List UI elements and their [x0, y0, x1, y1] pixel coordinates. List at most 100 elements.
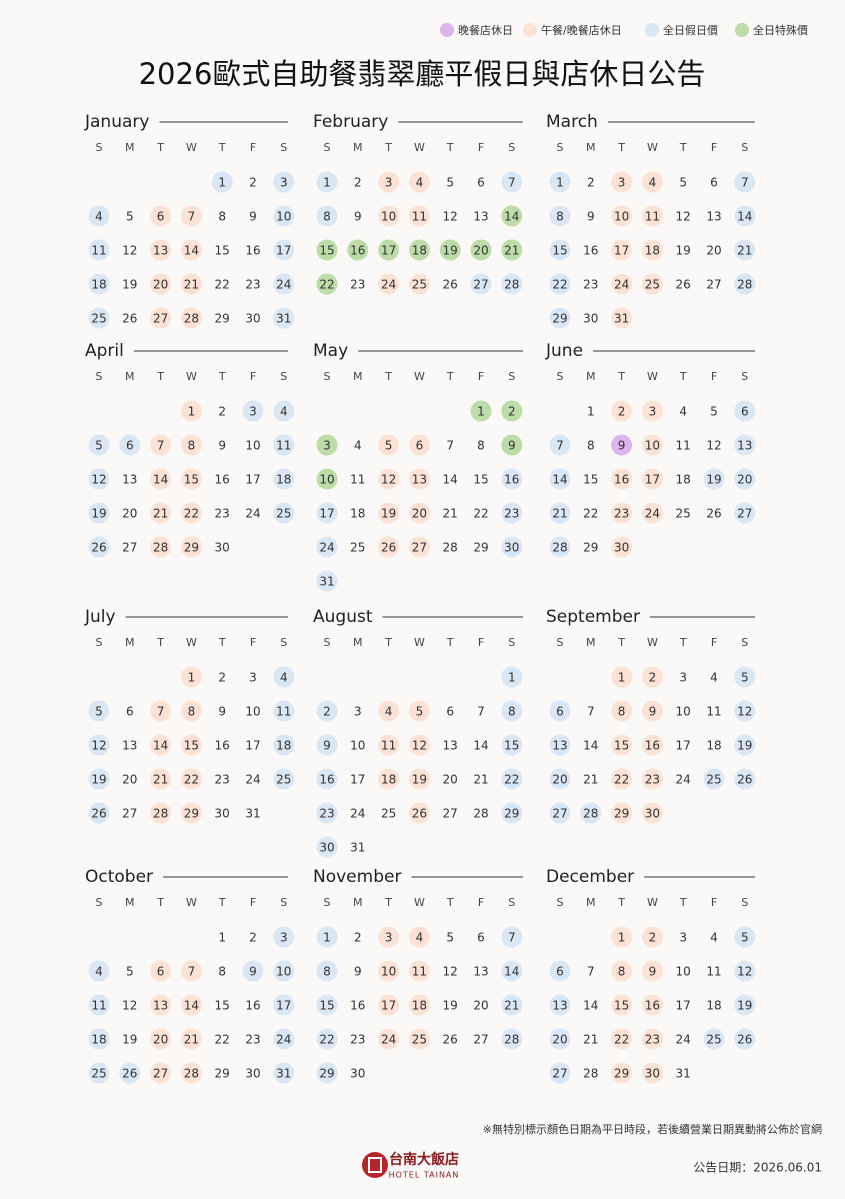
weekday: T — [617, 636, 625, 649]
day: 17 — [350, 773, 365, 787]
day-highlight — [641, 171, 663, 193]
day: 14 — [153, 473, 168, 487]
day: 2 — [249, 176, 257, 190]
day-highlight — [150, 768, 172, 790]
title: 2026歐式自助餐翡翠廳平假日與店休日公告 — [139, 57, 706, 91]
day: 29 — [215, 312, 230, 326]
weekday: S — [508, 896, 515, 909]
day: 5 — [95, 705, 103, 719]
day-highlight — [641, 1062, 663, 1084]
day: 11 — [412, 965, 427, 979]
day-highlight — [734, 468, 756, 490]
day: 23 — [614, 507, 629, 521]
day-highlight — [611, 171, 633, 193]
day: 20 — [443, 773, 458, 787]
announce-date: 公告日期：2026.06.01 — [693, 1161, 822, 1175]
day-highlight — [150, 502, 172, 524]
day: 6 — [477, 931, 485, 945]
weekday: S — [324, 141, 331, 154]
day: 3 — [679, 931, 687, 945]
day-highlight — [611, 307, 633, 329]
day-highlight — [378, 1028, 400, 1050]
day-highlight — [408, 239, 430, 261]
weekday: S — [96, 141, 103, 154]
day-highlight — [150, 205, 172, 227]
day: 20 — [552, 1033, 567, 1047]
weekday: W — [414, 141, 425, 154]
weekday: F — [250, 370, 256, 383]
day-highlight — [611, 926, 633, 948]
weekday: M — [125, 636, 135, 649]
day: 8 — [323, 210, 331, 224]
day: 7 — [157, 439, 165, 453]
day-highlight — [316, 994, 338, 1016]
day-highlight — [88, 434, 110, 456]
day-highlight — [641, 1028, 663, 1050]
weekday: S — [741, 141, 748, 154]
day: 28 — [737, 278, 752, 292]
day: 18 — [276, 739, 291, 753]
day: 20 — [122, 773, 137, 787]
day: 12 — [412, 739, 427, 753]
legend-label: 全日假日價 — [663, 23, 718, 37]
day: 13 — [122, 473, 137, 487]
day-highlight — [316, 1062, 338, 1084]
day: 12 — [381, 473, 396, 487]
day: 9 — [323, 739, 331, 753]
day-highlight — [316, 536, 338, 558]
weekday: T — [617, 896, 625, 909]
day: 5 — [446, 176, 454, 190]
day-highlight — [501, 768, 523, 790]
day: 26 — [676, 278, 691, 292]
day: 28 — [443, 541, 458, 555]
day: 24 — [645, 507, 660, 521]
day-highlight — [641, 502, 663, 524]
day: 17 — [245, 739, 260, 753]
weekday: S — [324, 636, 331, 649]
day: 4 — [710, 671, 718, 685]
day-highlight — [316, 960, 338, 982]
day: 6 — [556, 705, 564, 719]
day: 17 — [676, 739, 691, 753]
day-highlight — [408, 802, 430, 824]
day: 12 — [737, 965, 752, 979]
day-highlight — [549, 434, 571, 456]
day-highlight — [549, 536, 571, 558]
day: 22 — [473, 507, 488, 521]
day: 17 — [645, 473, 660, 487]
day: 30 — [583, 312, 598, 326]
day: 20 — [552, 773, 567, 787]
day-highlight — [150, 239, 172, 261]
day: 14 — [583, 739, 598, 753]
logo-name: 台南大飯店 — [389, 1151, 459, 1168]
day-highlight — [378, 434, 400, 456]
day-highlight — [273, 768, 295, 790]
day-highlight — [611, 468, 633, 490]
day: 13 — [552, 739, 567, 753]
day-highlight — [611, 400, 633, 422]
day: 13 — [473, 965, 488, 979]
weekday: T — [679, 896, 687, 909]
month-name: September — [546, 607, 640, 627]
day: 1 — [218, 176, 226, 190]
weekday: F — [711, 141, 717, 154]
day: 17 — [276, 999, 291, 1013]
day: 7 — [477, 705, 485, 719]
day: 16 — [583, 244, 598, 258]
day-highlight — [611, 205, 633, 227]
day: 28 — [504, 1033, 519, 1047]
day: 14 — [552, 473, 567, 487]
weekday: T — [617, 141, 625, 154]
weekday: T — [384, 370, 392, 383]
day-highlight — [501, 700, 523, 722]
day-highlight — [88, 802, 110, 824]
day: 12 — [122, 999, 137, 1013]
day-highlight — [242, 400, 264, 422]
day: 14 — [583, 999, 598, 1013]
day: 25 — [276, 507, 291, 521]
day: 14 — [737, 210, 752, 224]
day: 17 — [381, 244, 396, 258]
day-highlight — [408, 205, 430, 227]
day: 18 — [381, 773, 396, 787]
